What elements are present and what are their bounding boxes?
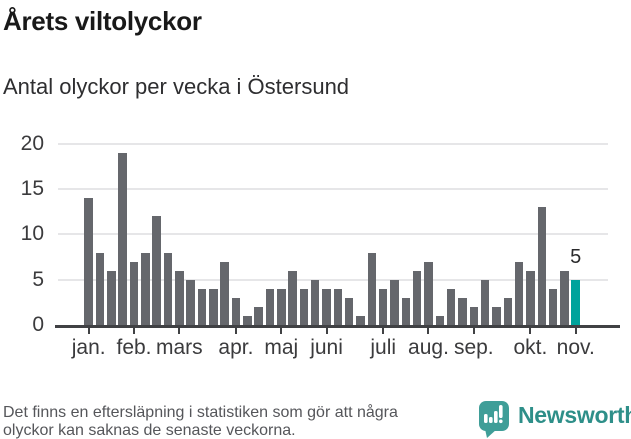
bar	[84, 198, 93, 325]
newsworthy-wordmark: Newsworthy	[518, 402, 631, 428]
y-axis-label: 15	[20, 177, 44, 201]
highlighted-bar	[571, 279, 580, 325]
bar	[299, 288, 309, 325]
gridline	[58, 278, 608, 281]
bar	[333, 288, 343, 325]
x-axis-tick	[178, 328, 181, 334]
bar	[560, 270, 569, 325]
bar	[95, 252, 105, 325]
x-axis-label: nov.	[556, 336, 595, 359]
x-axis-tick	[427, 328, 430, 334]
x-axis-tick	[133, 328, 135, 334]
bar	[322, 288, 331, 325]
chart-title: Årets viltolyckor	[3, 6, 202, 36]
bar	[141, 252, 150, 325]
x-axis-label: aug.	[408, 336, 449, 359]
x-axis-label: juli	[370, 336, 397, 359]
bar	[152, 216, 161, 325]
bar	[129, 261, 139, 325]
x-axis-tick	[325, 328, 328, 334]
bar	[367, 252, 377, 325]
bar	[514, 261, 524, 325]
gridline	[58, 188, 608, 191]
bar	[163, 252, 173, 325]
bar	[209, 288, 218, 325]
bar	[231, 297, 241, 325]
gridline	[58, 233, 608, 236]
bar	[401, 297, 411, 325]
gridline	[58, 142, 608, 145]
bar	[492, 306, 501, 325]
bar	[288, 270, 297, 325]
bar	[265, 288, 275, 325]
x-axis-tick	[280, 328, 283, 334]
bar	[390, 279, 399, 325]
y-axis-label: 10	[20, 222, 44, 246]
x-axis-label: maj	[264, 336, 299, 359]
x-axis-line	[55, 325, 620, 328]
bar	[277, 288, 286, 325]
y-axis-label: 5	[32, 267, 44, 291]
x-axis-tick	[234, 328, 237, 334]
x-axis-tick	[87, 328, 90, 334]
x-axis-tick	[574, 328, 577, 334]
bar	[503, 297, 513, 325]
bar	[118, 153, 127, 325]
bar	[186, 279, 195, 325]
x-axis-label: jan.	[71, 336, 106, 359]
bar	[469, 306, 479, 325]
x-axis-tick	[529, 328, 532, 334]
bar	[537, 207, 546, 325]
bar	[412, 270, 422, 325]
bar	[458, 297, 467, 325]
value-label: 5	[570, 246, 582, 268]
bar	[548, 288, 558, 325]
bar	[526, 270, 535, 325]
bar	[424, 261, 433, 325]
bar	[480, 279, 490, 325]
newsworthy-logo[interactable]: Newsworthy	[478, 399, 631, 439]
x-axis-tick	[382, 328, 385, 334]
footnote-line-1: Det finns en eftersläpning i statistiken…	[3, 404, 398, 421]
footnote-line-2: olyckor kan saknas de senaste veckorna.	[3, 422, 296, 439]
bar	[220, 261, 229, 325]
bar	[378, 288, 388, 325]
chart-subtitle: Antal olyckor per vecka i Östersund	[3, 74, 350, 99]
bar	[435, 315, 445, 325]
x-axis-label: sep.	[453, 336, 494, 359]
y-axis-label: 0	[32, 313, 44, 336]
bar	[254, 306, 263, 325]
x-axis-label: apr.	[218, 336, 254, 359]
bar	[243, 315, 252, 325]
x-axis-label: mars	[155, 336, 203, 359]
footnote: Det finns en eftersläpning i statistiken…	[3, 404, 473, 439]
y-axis-label: 20	[20, 131, 44, 155]
bar	[107, 270, 116, 325]
bar	[344, 297, 354, 325]
x-axis-label: juni	[310, 336, 343, 359]
newsworthy-icon	[479, 401, 509, 438]
bar	[356, 315, 365, 325]
bar	[175, 270, 184, 325]
bar	[310, 279, 320, 325]
x-axis-label: okt.	[513, 336, 548, 359]
bar	[446, 288, 456, 325]
bar	[197, 288, 207, 325]
x-axis-label: feb.	[116, 336, 152, 359]
x-axis-tick	[472, 328, 475, 334]
